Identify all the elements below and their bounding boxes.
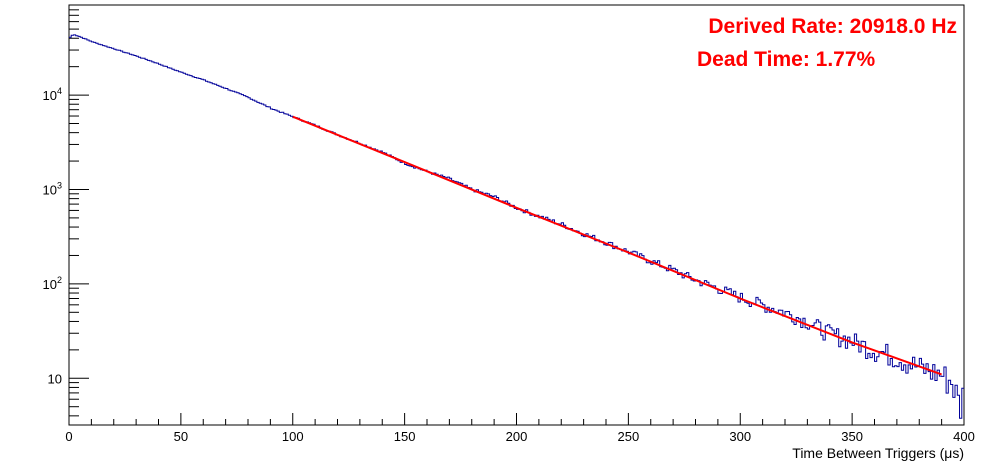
x-tick-label: 50 [174, 429, 188, 444]
x-axis: 0 50 100 150 200 250 300 350 400 [65, 413, 975, 444]
x-tick-label: 100 [282, 429, 304, 444]
fit-line [292, 115, 942, 376]
x-tick-label: 300 [729, 429, 751, 444]
x-tick-label: 200 [506, 429, 528, 444]
minor-ticks [69, 4, 943, 425]
y-tick-label: 102 [43, 275, 62, 292]
y-tick-label: 104 [43, 86, 62, 103]
x-axis-label: Time Between Triggers (μs) [792, 445, 964, 461]
x-tick-label: 250 [618, 429, 640, 444]
x-tick-label: 350 [841, 429, 863, 444]
y-tick-label: 10 [48, 371, 62, 386]
y-tick-label: 103 [43, 180, 62, 197]
x-tick-label: 0 [65, 429, 72, 444]
derived-rate-label: Derived Rate: 20918.0 Hz [708, 15, 957, 38]
y-axis: 10 102 103 104 [43, 86, 89, 386]
plot-area [68, 4, 965, 426]
dead-time-label: Dead Time: 1.77% [697, 48, 876, 71]
x-tick-label: 400 [953, 429, 975, 444]
x-tick-label: 150 [394, 429, 416, 444]
